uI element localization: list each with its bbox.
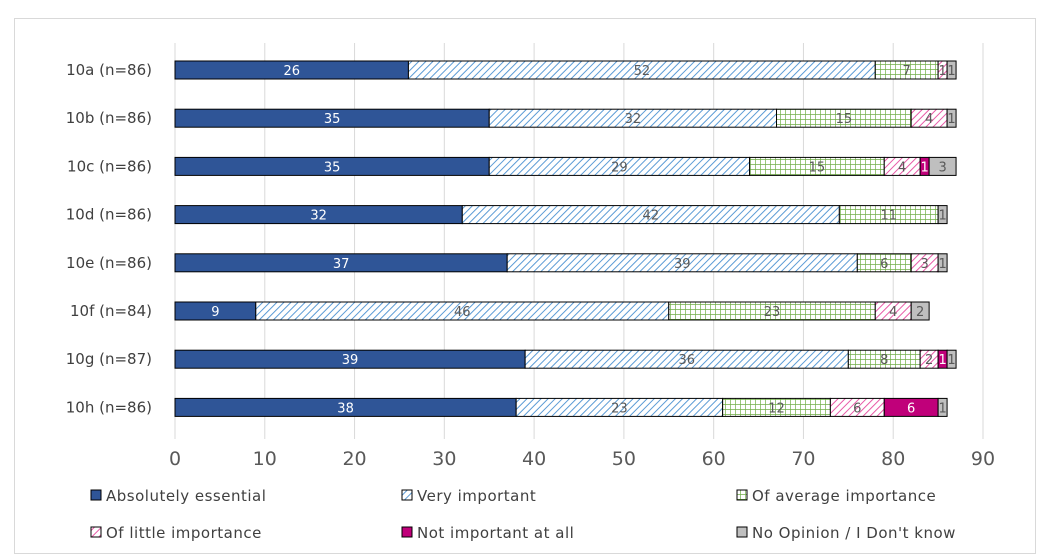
legend-swatch: [736, 526, 748, 538]
data-label: 39: [674, 257, 691, 272]
data-label: 2: [925, 353, 933, 368]
legend-label: Absolutely essential: [106, 487, 266, 505]
legend-swatch: [90, 526, 102, 538]
x-tick-label: 60: [702, 448, 726, 470]
data-label: 4: [925, 112, 933, 127]
data-label: 8: [880, 353, 888, 368]
bar-segment: [937, 205, 948, 225]
legend-label: No Opinion / I Don't know: [752, 524, 956, 542]
category-label: 10c (n=86): [67, 157, 152, 175]
data-label: 23: [764, 305, 781, 320]
bars: [174, 60, 957, 417]
bar-segment: [937, 253, 948, 273]
bar-segment: [946, 60, 957, 80]
data-label: 7: [903, 64, 911, 79]
bar-segment: [937, 397, 948, 417]
legend-label: Very important: [417, 487, 536, 505]
legend: Absolutely essential Very important Of ave…: [90, 487, 956, 542]
category-label: 10e (n=86): [66, 254, 152, 272]
data-label: 4: [898, 160, 906, 175]
data-label: 26: [283, 64, 300, 79]
data-label: 2: [916, 305, 924, 320]
data-label: 1: [947, 112, 955, 127]
data-label: 11: [880, 209, 897, 224]
data-label: 37: [333, 257, 350, 272]
data-label: 12: [768, 401, 785, 416]
x-tick-label: 50: [612, 448, 636, 470]
x-tick-label: 0: [169, 448, 181, 470]
bar-segment: [946, 108, 957, 128]
data-label: 1: [947, 353, 955, 368]
x-tick-label: 30: [432, 448, 456, 470]
data-label: 39: [342, 353, 359, 368]
data-label: 35: [324, 112, 341, 127]
data-label: 32: [310, 209, 327, 224]
bar-segment: [910, 301, 930, 321]
category-label: 10d (n=86): [66, 206, 152, 224]
data-label: 6: [907, 401, 915, 416]
data-label: 3: [921, 257, 929, 272]
category-label: 10b (n=86): [66, 109, 152, 127]
legend-label: Of average importance: [752, 487, 936, 505]
legend-swatch: [736, 489, 748, 501]
x-tick-label: 20: [342, 448, 366, 470]
chart-frame: 0 10 20 30 40 50 60 70 80 90 10a (n=86) 26 52 7 1 1 10b …: [14, 18, 1036, 554]
data-label: 32: [625, 112, 642, 127]
category-label: 10a (n=86): [66, 61, 152, 79]
bar-segment: [928, 156, 957, 176]
legend-swatch: [90, 489, 102, 501]
data-label: 1: [938, 353, 946, 368]
data-label: 1: [947, 64, 955, 79]
data-label: 46: [454, 305, 471, 320]
legend-label: Not important at all: [417, 524, 574, 542]
data-label: 4: [889, 305, 897, 320]
data-label: 1: [938, 401, 946, 416]
data-label: 52: [634, 64, 651, 79]
category-label: 10f (n=84): [70, 302, 152, 320]
x-tick-label: 10: [253, 448, 277, 470]
data-label: 36: [678, 353, 695, 368]
data-label: 1: [938, 64, 946, 79]
data-label: 15: [836, 112, 853, 127]
data-label: 38: [337, 401, 354, 416]
data-label: 35: [324, 160, 341, 175]
x-tick-label: 40: [522, 448, 546, 470]
legend-label: Of little importance: [106, 524, 262, 542]
data-label: 15: [809, 160, 826, 175]
category-label: 10h (n=86): [66, 398, 152, 416]
data-label: 23: [611, 401, 628, 416]
data-label: 1: [921, 160, 929, 175]
data-label: 29: [611, 160, 628, 175]
x-tick-label: 80: [881, 448, 905, 470]
data-label: 1: [938, 257, 946, 272]
legend-swatch: [401, 489, 413, 501]
gridlines: [174, 43, 984, 439]
data-label: 3: [938, 160, 946, 175]
data-label: 9: [211, 305, 219, 320]
x-tick-label: 70: [791, 448, 815, 470]
data-label: 6: [880, 257, 888, 272]
legend-swatch: [401, 526, 413, 538]
bar-segment: [946, 349, 957, 369]
data-label: 42: [643, 209, 660, 224]
data-label: 1: [938, 209, 946, 224]
data-label: 6: [853, 401, 861, 416]
x-tick-label: 90: [971, 448, 995, 470]
category-label: 10g (n=87): [66, 350, 152, 368]
